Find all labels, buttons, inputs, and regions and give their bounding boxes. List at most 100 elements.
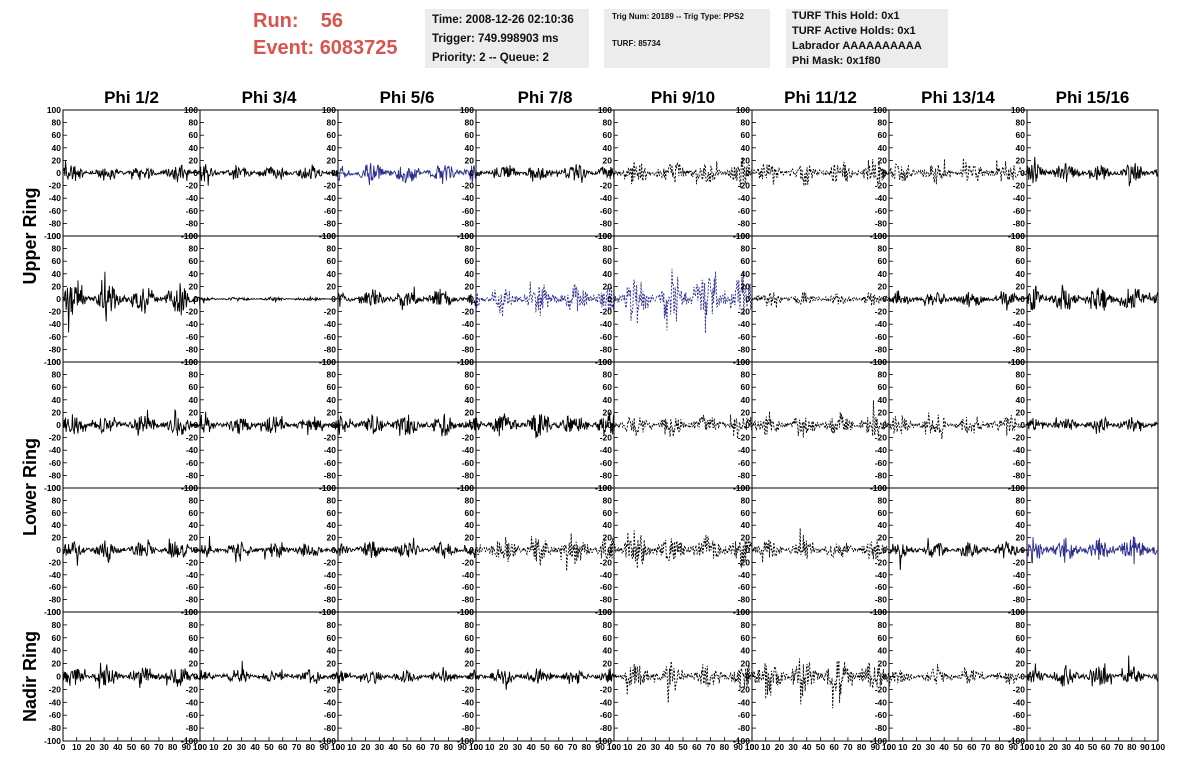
x-tick-label: 90 [595, 742, 605, 752]
y-tick-label: 40 [327, 646, 337, 656]
y-tick-label: 80 [878, 244, 888, 254]
x-tick-label: 70 [154, 742, 164, 752]
x-tick-label: 80 [582, 742, 592, 752]
y-tick-label: 100 [1011, 607, 1025, 617]
x-tick-label: 80 [1127, 742, 1137, 752]
x-tick-label: 40 [250, 742, 260, 752]
y-tick-label: 0 [745, 545, 750, 555]
y-tick-label: 20 [1016, 533, 1026, 543]
x-tick-label: 50 [678, 742, 688, 752]
x-tick-label: 10 [72, 742, 82, 752]
y-tick-label: -80 [600, 723, 613, 733]
x-tick-label: 60 [967, 742, 977, 752]
y-tick-label: -40 [462, 193, 475, 203]
y-tick-label: 20 [603, 155, 613, 165]
y-tick-label: 40 [741, 269, 751, 279]
y-tick-label: -100 [1008, 736, 1025, 746]
y-tick-label: -40 [738, 697, 751, 707]
y-tick-label: 20 [878, 407, 888, 417]
y-tick-label: 40 [878, 520, 888, 530]
y-tick-label: -20 [600, 181, 613, 191]
y-tick-label: -40 [1013, 697, 1026, 707]
waveform-trace-r4-c4 [475, 533, 615, 571]
y-tick-label: 60 [878, 633, 888, 643]
y-tick-label: 40 [603, 395, 613, 405]
y-tick-label: 60 [465, 382, 475, 392]
y-tick-label: 80 [327, 620, 337, 630]
x-tick-label: 0 [750, 742, 755, 752]
y-tick-label: 40 [189, 143, 199, 153]
waveform-trace-r2-c6 [751, 291, 890, 308]
y-tick-label: 60 [1016, 256, 1026, 266]
y-tick-label: 0 [469, 294, 474, 304]
y-tick-label: 60 [878, 130, 888, 140]
y-tick-label: 20 [52, 155, 62, 165]
run-event-block: Run: 56 Event: 6083725 [253, 8, 398, 62]
x-tick-label: 10 [623, 742, 633, 752]
y-tick-label: 0 [882, 672, 887, 682]
y-tick-label: 100 [184, 105, 198, 115]
y-tick-label: -60 [462, 710, 475, 720]
y-tick-label: -60 [600, 332, 613, 342]
y-tick-label: 60 [741, 256, 751, 266]
priority-text: Priority: 2 -- Queue: 2 [432, 52, 549, 64]
y-tick-label: -40 [1013, 319, 1026, 329]
y-tick-label: 20 [603, 533, 613, 543]
waveform-trace-r4-c7 [889, 537, 1028, 571]
y-tick-label: 80 [741, 620, 751, 630]
y-tick-label: 80 [465, 495, 475, 505]
y-tick-label: 80 [1016, 370, 1026, 380]
phi-mask-text: Phi Mask: 0x1f80 [792, 55, 881, 67]
y-tick-label: 20 [741, 155, 751, 165]
y-tick-label: -20 [49, 181, 62, 191]
y-tick-label: -60 [186, 332, 199, 342]
y-tick-label: 40 [465, 520, 475, 530]
y-tick-label: -80 [186, 595, 199, 605]
x-tick-label: 90 [733, 742, 743, 752]
row-title-3: Nadir Ring [20, 631, 40, 722]
y-tick-label: -40 [49, 319, 62, 329]
y-tick-label: -20 [875, 557, 888, 567]
x-tick-label: 70 [706, 742, 716, 752]
run-label: Run: [253, 10, 299, 32]
x-tick-label: 90 [319, 742, 329, 752]
waveform-trace-r1-c2 [199, 164, 339, 186]
event-label: Event: [253, 37, 315, 59]
y-tick-label: -20 [186, 684, 199, 694]
y-tick-label: 60 [52, 130, 62, 140]
y-tick-label: -60 [49, 582, 62, 592]
y-tick-label: -40 [462, 570, 475, 580]
y-tick-label: 100 [460, 483, 474, 493]
y-tick-label: -40 [324, 445, 337, 455]
y-tick-label: 20 [52, 659, 62, 669]
y-tick-label: -60 [186, 206, 199, 216]
y-tick-label: 60 [327, 382, 337, 392]
x-tick-label: 30 [375, 742, 385, 752]
y-tick-label: 0 [56, 420, 61, 430]
y-tick-label: 0 [56, 294, 61, 304]
y-tick-label: 40 [878, 269, 888, 279]
y-tick-label: -20 [1013, 557, 1026, 567]
y-tick-label: 100 [598, 607, 612, 617]
y-tick-label: 80 [741, 370, 751, 380]
event-row: Event: 6083725 [253, 35, 398, 62]
y-tick-label: -60 [324, 710, 337, 720]
y-tick-label: 20 [741, 281, 751, 291]
y-tick-label: 40 [1016, 395, 1026, 405]
y-tick-label: 60 [52, 508, 62, 518]
y-tick-label: 40 [327, 395, 337, 405]
y-tick-label: 20 [52, 407, 62, 417]
turf-info-box: TURF This Hold: 0x1 TURF Active Holds: 0… [786, 9, 948, 68]
y-tick-label: -60 [462, 582, 475, 592]
x-tick-label: 100 [882, 742, 896, 752]
x-tick-label: 20 [86, 742, 96, 752]
y-tick-label: 20 [878, 155, 888, 165]
x-tick-label: 80 [444, 742, 454, 752]
x-tick-label: 20 [637, 742, 647, 752]
y-tick-label: -80 [600, 218, 613, 228]
y-tick-label: -80 [600, 344, 613, 354]
y-tick-label: -40 [875, 319, 888, 329]
y-tick-label: 20 [327, 155, 337, 165]
y-tick-label: 20 [327, 533, 337, 543]
y-tick-label: 60 [189, 382, 199, 392]
